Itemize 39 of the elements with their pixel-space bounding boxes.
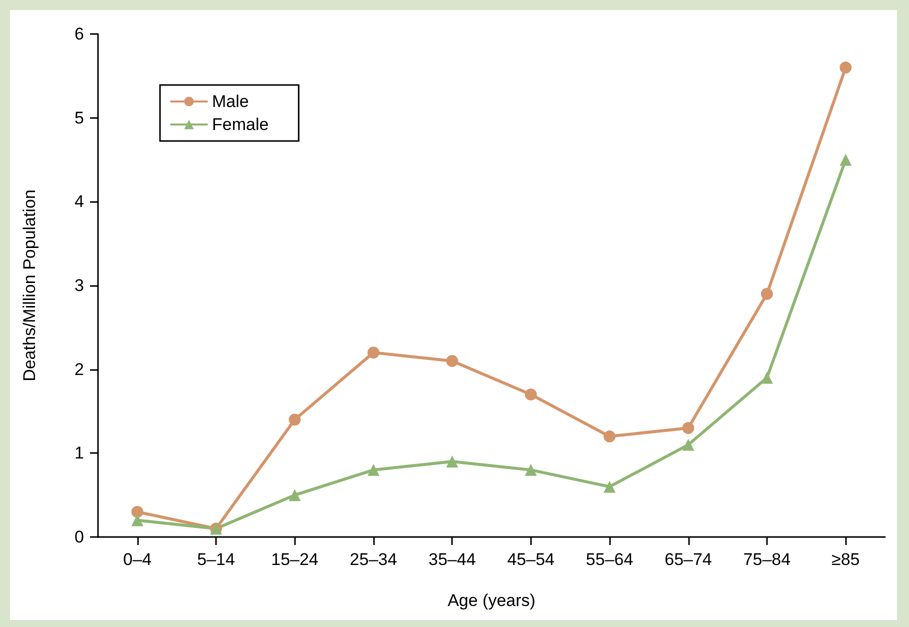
point <box>446 354 458 367</box>
point <box>524 388 537 400</box>
y-tick-label: 0 <box>74 528 84 546</box>
y-tick-label: 2 <box>74 360 84 379</box>
y-tick-label: 6 <box>74 24 84 44</box>
x-tick-label: 45–54 <box>507 550 554 569</box>
point <box>131 506 144 518</box>
point <box>524 464 537 476</box>
point <box>604 430 616 442</box>
y-tick-label: 4 <box>74 192 84 212</box>
x-tick-label: 75–84 <box>743 550 791 569</box>
point <box>840 62 852 74</box>
point <box>288 414 301 426</box>
legend-label: Female <box>212 115 269 134</box>
y-tick-label: 1 <box>74 444 84 463</box>
x-tick-label: 25–34 <box>350 550 398 569</box>
point <box>840 154 852 166</box>
point <box>760 288 773 300</box>
point <box>760 372 773 384</box>
x-axis-title: Age (years) <box>448 591 536 610</box>
point <box>682 422 694 434</box>
x-tick-label: 65–74 <box>664 550 712 569</box>
x-tick-label: 0–4 <box>123 550 152 569</box>
x-tick-label: 15–24 <box>271 550 318 569</box>
point <box>288 489 301 502</box>
x-tick-label: 5–14 <box>197 550 235 569</box>
y-tick-label: 3 <box>74 276 84 295</box>
point <box>446 456 458 468</box>
point <box>367 464 380 476</box>
x-tick-label: ≥85 <box>832 550 860 569</box>
x-tick-label: 55–64 <box>586 550 634 569</box>
point <box>604 480 616 493</box>
y-axis-title: Deaths/Million Population <box>20 190 39 382</box>
point <box>682 438 694 451</box>
legend-label: Male <box>212 92 249 111</box>
point <box>131 514 144 526</box>
y-tick-label: 5 <box>74 108 84 128</box>
x-tick-label: 35–44 <box>428 550 476 569</box>
point <box>367 346 380 359</box>
